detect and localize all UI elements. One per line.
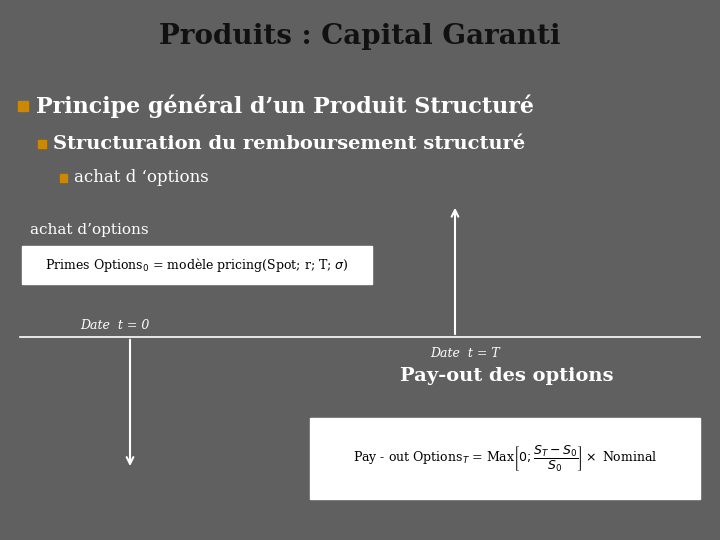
Text: Principe général d’un Produit Structuré: Principe général d’un Produit Structuré: [36, 94, 534, 118]
Bar: [60, 174, 67, 181]
Text: Primes Options$_0$ = modèle pricing(Spot; r; T; $\sigma$): Primes Options$_0$ = modèle pricing(Spot…: [45, 256, 348, 274]
Bar: [18, 102, 28, 111]
Text: achat d ‘options: achat d ‘options: [74, 170, 209, 186]
Text: Pay - out Options$_T$ = Max$\left[0;\dfrac{S_T - S_0}{S_0}\right]\times$ Nominal: Pay - out Options$_T$ = Max$\left[0;\dfr…: [353, 444, 657, 474]
Text: Produits : Capital Garanti: Produits : Capital Garanti: [159, 23, 561, 50]
Text: Date  t = T: Date t = T: [430, 347, 500, 360]
Bar: [310, 418, 700, 500]
Bar: [22, 246, 372, 284]
Text: Pay-out des options: Pay-out des options: [400, 367, 613, 386]
Text: Structuration du remboursement structuré: Structuration du remboursement structuré: [53, 135, 525, 153]
Text: Date  t = 0: Date t = 0: [80, 319, 149, 332]
Text: achat d’options: achat d’options: [30, 223, 148, 237]
Bar: [38, 140, 46, 148]
